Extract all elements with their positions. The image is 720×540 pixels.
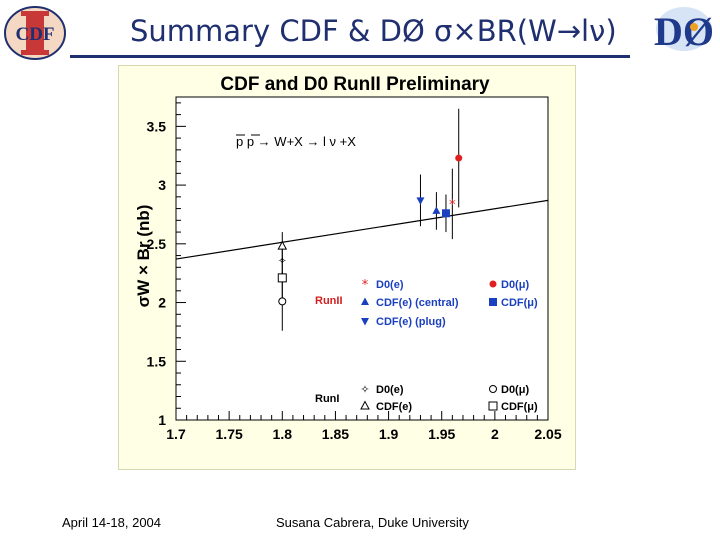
axes: 1.7 1.75 1.8 1.85 1.9 1.95 2 2.05 1 1.5 2 2.5 3 3.5 — [147, 102, 562, 442]
x-tick-label-6: 2 — [491, 426, 499, 442]
legend-entry-run1-0: D0(e) — [376, 384, 404, 396]
legend-run2-label: RunII — [315, 295, 343, 307]
legend-marker-run2-0: * — [362, 278, 369, 293]
data-point-8 — [277, 273, 287, 283]
legend-marker-run1-mu-0 — [489, 385, 497, 393]
legend-marker-run1-mu-1 — [488, 401, 498, 411]
legend-entry-run1-mu-0: D0(μ) — [501, 384, 529, 396]
data-point-1 — [455, 154, 463, 162]
x-tick-label-7: 2.05 — [534, 426, 561, 442]
legend-entry-run2-0: D0(e) — [376, 279, 404, 291]
y-tick-label-1: 1.5 — [147, 353, 167, 369]
legend-entry-run1-mu-1: CDF(μ) — [501, 401, 538, 413]
legend: RunII RunI * D0(e) CDF(e) (central) CDF(e) (p… — [315, 278, 538, 413]
cdf-logo: CDF — [4, 6, 66, 60]
data-point-2 — [432, 206, 441, 214]
theory-line — [175, 199, 549, 260]
x-tick-label-2: 1.8 — [273, 426, 293, 442]
legend-marker-run1-1 — [360, 400, 370, 410]
x-tick-label-5: 1.95 — [428, 426, 455, 442]
y-tick-label-0: 1 — [158, 412, 166, 428]
data-point-6 — [277, 240, 288, 250]
d0-logo: DØ — [654, 7, 714, 54]
d0-logo-spark — [690, 23, 698, 31]
slide-title: Summary CDF & DØ σ×BR(W→lν) — [130, 14, 617, 48]
y-tick-label-2: 2 — [158, 295, 166, 311]
legend-entry-run2-mu-0: D0(μ) — [501, 279, 529, 291]
x-tick-label-4: 1.9 — [379, 426, 399, 442]
y-tick-label-4: 3 — [158, 177, 166, 193]
legend-run1-label: RunI — [315, 393, 339, 405]
cdf-logo-text: CDF — [15, 24, 54, 45]
x-tick-label-1: 1.75 — [216, 426, 243, 442]
legend-entry-run2-1: CDF(e) (central) — [376, 297, 459, 309]
data-point-3 — [416, 197, 425, 205]
plot-area — [175, 96, 549, 421]
legend-entry-run2-2: CDF(e) (plug) — [376, 316, 446, 328]
data-point-0: * — [449, 198, 456, 213]
data-points: *✧ — [277, 108, 463, 331]
data-point-4 — [441, 209, 450, 218]
legend-entry-run2-mu-1: CDF(μ) — [501, 297, 538, 309]
process-label: p p → W+X → l ν +X — [236, 134, 356, 149]
footer-author: Susana Cabrera, Duke University — [276, 515, 469, 530]
legend-marker-run2-mu-0 — [489, 280, 497, 288]
legend-entry-run1-1: CDF(e) — [376, 401, 412, 413]
footer-date: April 14-18, 2004 — [62, 515, 162, 530]
y-tick-label-5: 3.5 — [147, 118, 167, 134]
x-tick-label-0: 1.7 — [166, 426, 186, 442]
y-tick-label-3: 2.5 — [147, 236, 167, 252]
theory-line-group — [175, 199, 549, 260]
chart: CDF and D0 RunII Preliminary 1.7 1.75 1.8 1… — [134, 74, 562, 442]
x-tick-label-3: 1.85 — [322, 426, 349, 442]
legend-marker-run1-0: ✧ — [360, 383, 369, 396]
title-rule — [70, 55, 630, 58]
legend-marker-run2-2 — [361, 318, 369, 326]
d0-logo-text: DØ — [654, 9, 714, 54]
data-point-7 — [278, 297, 287, 306]
legend-marker-run2-1 — [361, 297, 369, 305]
plot-panel: CDF and D0 RunII Preliminary 1.7 1.75 1.8 1… — [118, 65, 576, 470]
legend-marker-run2-mu-1 — [489, 298, 497, 306]
chart-title: CDF and D0 RunII Preliminary — [220, 74, 490, 95]
y-axis-label: σW × Br (nb) — [134, 205, 153, 308]
